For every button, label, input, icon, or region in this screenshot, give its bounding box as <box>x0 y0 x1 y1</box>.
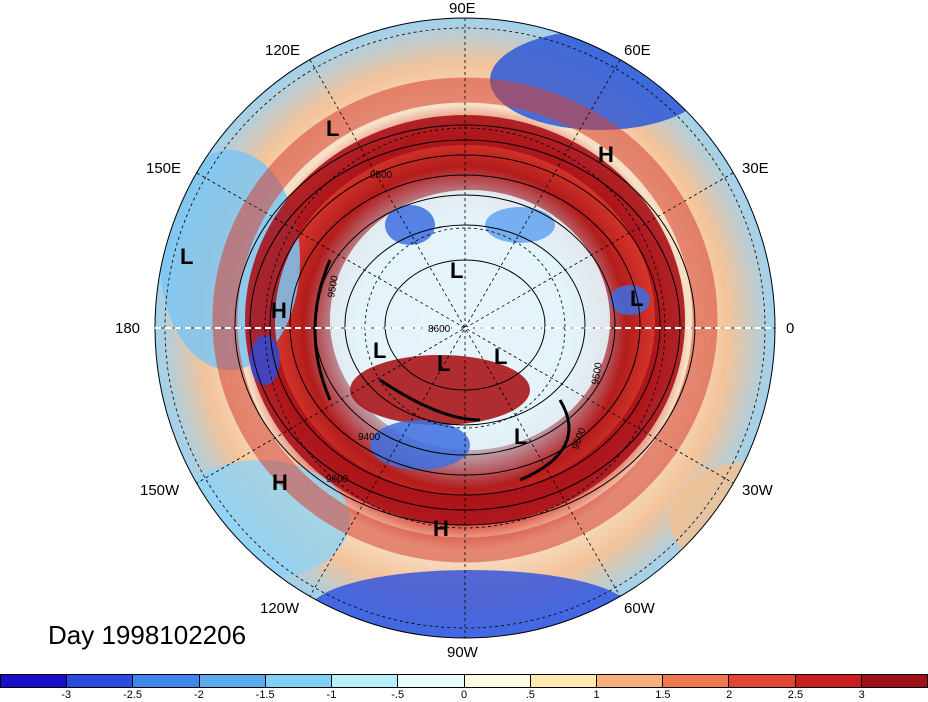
longitude-label-60w: 60W <box>624 600 655 617</box>
day-title: Day 1998102206 <box>48 620 247 650</box>
longitude-label-30e: 30E <box>742 160 769 177</box>
colorbar-segment <box>199 675 266 687</box>
colorbar-segment <box>663 675 730 687</box>
colorbar-segment <box>861 675 928 687</box>
colorbar-segment <box>596 675 664 687</box>
contour-label: 9500 <box>590 361 605 385</box>
colorbar-tick-label: -2.5 <box>123 689 143 701</box>
colorbar-segment <box>398 675 465 687</box>
pressure-low-label: L <box>514 424 527 449</box>
colorbar-segment <box>133 675 200 687</box>
colorbar-tick-label: -2 <box>193 689 204 701</box>
colorbar-tick-label: 3 <box>858 689 865 701</box>
colorbar-segment <box>1 675 68 687</box>
contour-label: 8600 <box>428 324 451 335</box>
colorbar <box>0 674 928 688</box>
pressure-low-label: L <box>180 244 193 269</box>
pressure-low-label: L <box>630 286 643 311</box>
colorbar-tick-label: -1 <box>326 689 337 701</box>
pressure-high-label: H <box>433 516 449 541</box>
colorbar-segment <box>729 675 796 687</box>
longitude-label-120e: 120E <box>265 42 301 59</box>
colorbar-tick-label: 1.5 <box>655 689 671 701</box>
longitude-label-0: 0 <box>786 320 795 337</box>
contour-label: 9500 <box>370 170 393 181</box>
pressure-low-label: L <box>450 258 463 283</box>
anomaly-field <box>155 18 775 638</box>
longitude-label-30w: 30W <box>742 482 773 499</box>
colorbar-segment <box>530 675 597 687</box>
longitude-label-90e: 90E <box>449 0 476 17</box>
colorbar-tick-label: 2.5 <box>787 689 804 701</box>
longitude-label-90w: 90W <box>447 644 478 661</box>
colorbar-tick-label: -1.5 <box>255 689 275 701</box>
longitude-label-120w: 120W <box>260 600 300 617</box>
longitude-label-180: 180 <box>115 320 141 337</box>
colorbar-segment <box>464 675 531 687</box>
colorbar-segment <box>265 675 333 687</box>
colorbar-tick-label: .5 <box>525 689 535 701</box>
contour-label: 9400 <box>358 432 381 443</box>
pressure-low-label: L <box>373 338 386 363</box>
pressure-high-label: H <box>272 470 288 495</box>
longitude-label-150e: 150E <box>146 160 182 177</box>
colorbar-tick-label: 1 <box>593 689 600 701</box>
pressure-low-label: L <box>437 351 450 376</box>
colorbar-tick-label: 0 <box>460 689 468 701</box>
contour-label: 9600 <box>326 474 349 485</box>
colorbar-tick-label: -.5 <box>391 689 405 701</box>
colorbar-segment <box>332 675 399 687</box>
pressure-low-label: L <box>326 116 339 141</box>
longitude-label-60e: 60E <box>624 42 651 59</box>
colorbar-segment <box>67 675 134 687</box>
pressure-low-label: L <box>494 344 507 369</box>
colorbar-tick-label: -3 <box>61 689 72 701</box>
pressure-high-label: H <box>598 142 614 167</box>
contour-label: 9500 <box>326 274 341 298</box>
colorbar-segment <box>795 675 862 687</box>
colorbar-tick-label: 2 <box>726 689 733 701</box>
longitude-label-150w: 150W <box>140 482 180 499</box>
pressure-high-label: H <box>271 298 287 323</box>
